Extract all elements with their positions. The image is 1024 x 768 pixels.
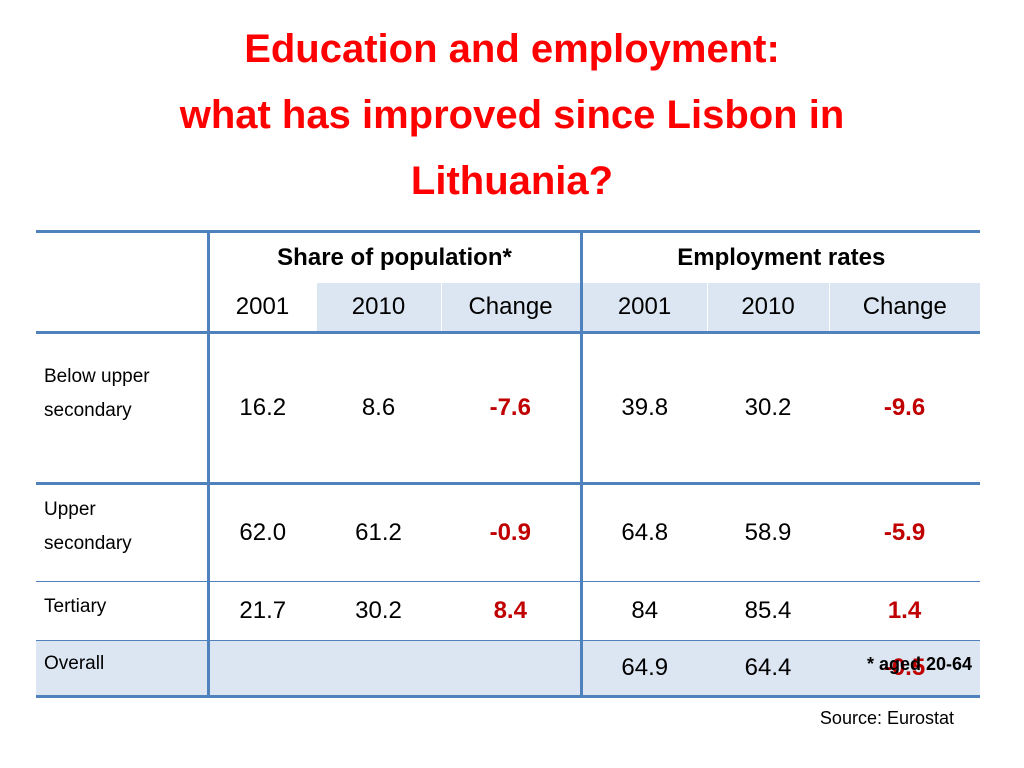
table-cell: 84 xyxy=(579,581,708,641)
table-cell: 61.2 xyxy=(316,483,441,582)
change-cell: -0.9 xyxy=(441,483,582,582)
share-of-population-header: Share of population* xyxy=(206,230,582,283)
sub-header-change: Change xyxy=(441,283,582,334)
sub-header-2010: 2010 xyxy=(707,283,830,334)
change-cell: 1.4 xyxy=(829,581,981,641)
row-label-line: secondary xyxy=(44,533,132,554)
change-cell: -7.6 xyxy=(441,332,582,485)
table-cell: 85.4 xyxy=(707,581,830,641)
row-label: Upper secondary xyxy=(36,483,208,582)
table-cell: 64.9 xyxy=(579,640,708,698)
source-note: Source: Eurostat xyxy=(819,708,954,728)
sub-header-2001: 2001 xyxy=(579,283,708,334)
sub-header-change: Change xyxy=(829,283,981,334)
table-cell: 64.4 xyxy=(707,640,830,698)
row-label-line: Upper xyxy=(44,499,96,520)
row-label: Tertiary xyxy=(36,581,208,641)
table-row: Overall 64.9 64.4 -0.5 xyxy=(36,640,981,698)
change-cell: -5.9 xyxy=(829,483,981,582)
change-cell: 8.4 xyxy=(441,581,582,641)
footnote: * aged 20-64 xyxy=(866,654,972,674)
table-cell: 8.6 xyxy=(316,332,441,485)
change-cell xyxy=(441,640,582,698)
table-cell: 21.7 xyxy=(206,581,316,641)
corner-cell xyxy=(36,230,208,334)
slide-title: Education and employment: what has impro… xyxy=(0,16,1024,214)
education-employment-table: Share of population* Employment rates 20… xyxy=(36,230,981,698)
sub-header-2001: 2001 xyxy=(206,283,317,334)
title-line-3: Lithuania? xyxy=(410,159,614,203)
row-label-line: secondary xyxy=(44,400,132,421)
change-cell: -0.5 xyxy=(829,640,981,698)
table-row: Upper secondary 62.0 61.2 -0.9 64.8 58.9 … xyxy=(36,483,981,582)
table-cell xyxy=(206,640,316,698)
table-cell: 30.2 xyxy=(707,332,830,485)
table-cell xyxy=(316,640,441,698)
sub-header-row: 2001 2010 Change 2001 2010 Change xyxy=(36,283,981,334)
title-line-1: Education and employment: xyxy=(244,27,780,71)
row-label: Overall xyxy=(36,640,208,698)
row-label: Below upper secondary xyxy=(36,332,208,485)
table-cell: 16.2 xyxy=(206,332,316,485)
table-cell: 39.8 xyxy=(579,332,708,485)
table-row: Below upper secondary 16.2 8.6 -7.6 39.8 … xyxy=(36,332,981,485)
title-line-2: what has improved since Lisbon in xyxy=(179,93,845,137)
group-header-row: Share of population* Employment rates xyxy=(36,230,981,334)
table-row: Tertiary 21.7 30.2 8.4 84 85.4 1.4 xyxy=(36,581,981,641)
table-cell: 30.2 xyxy=(316,581,441,641)
table-cell: 58.9 xyxy=(707,483,830,582)
row-label-line: Below upper xyxy=(44,366,150,387)
change-cell: -9.6 xyxy=(829,332,981,485)
table-cell: 62.0 xyxy=(206,483,316,582)
sub-header-2010: 2010 xyxy=(316,283,442,334)
employment-rates-header: Employment rates xyxy=(579,230,981,283)
table-cell: 64.8 xyxy=(579,483,708,582)
